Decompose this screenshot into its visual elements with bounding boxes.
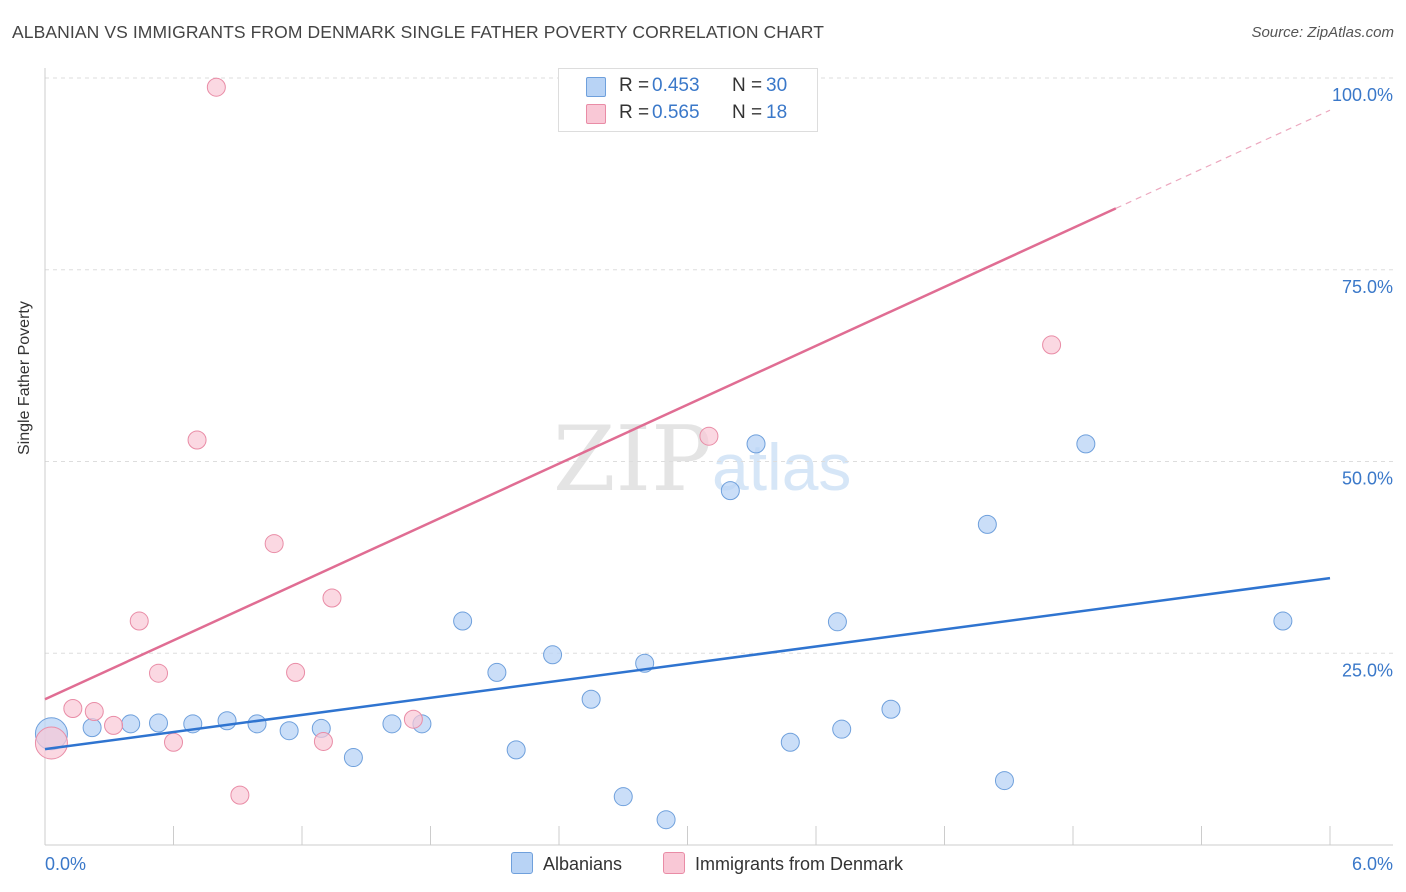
albanians-point xyxy=(656,810,676,830)
y-tick-label: 75.0% xyxy=(1342,277,1393,297)
denmark-point xyxy=(129,611,149,631)
legend-n-value: 18 xyxy=(766,102,788,123)
denmark-point xyxy=(84,702,104,722)
albanians-point xyxy=(720,481,740,501)
legend-r-label: R = xyxy=(619,102,650,123)
albanians-point xyxy=(832,719,852,739)
albanians-point xyxy=(217,711,237,731)
denmark-point xyxy=(403,709,423,729)
albanians-point xyxy=(543,645,563,665)
legend-r-label: R = xyxy=(619,75,650,96)
denmark-point xyxy=(313,731,333,751)
denmark-point xyxy=(264,534,284,554)
albanians-trend-line xyxy=(44,576,1331,751)
legend-n-label: N = xyxy=(732,75,763,96)
albanians-legend-label: Albanians xyxy=(543,854,623,874)
denmark-legend-label: Immigrants from Denmark xyxy=(695,854,904,874)
denmark-point xyxy=(699,426,719,446)
denmark-point xyxy=(34,726,68,760)
albanians-point xyxy=(343,748,363,768)
watermark-zip: ZIP xyxy=(553,407,712,512)
albanians-point xyxy=(613,787,633,807)
denmark-point xyxy=(1042,335,1062,355)
legend-n-label: N = xyxy=(732,102,763,123)
denmark-legend-swatch xyxy=(663,852,685,874)
albanians-point xyxy=(149,713,169,733)
source-label: Source: ZipAtlas.com xyxy=(1251,24,1394,41)
denmark-point xyxy=(322,588,342,608)
legend-n-value: 30 xyxy=(766,75,788,96)
legend-r-value: 0.565 xyxy=(652,102,700,123)
denmark-point xyxy=(286,662,306,682)
albanians-point xyxy=(506,740,526,760)
denmark-point xyxy=(63,698,83,718)
correlation-legend: R = 0.453 N = 30 R = 0.565 N = 18 xyxy=(558,68,818,132)
denmark-point xyxy=(230,785,250,805)
y-tick-label: 25.0% xyxy=(1342,660,1393,680)
albanians-point xyxy=(1273,611,1293,631)
denmark-trend-extension xyxy=(1115,109,1331,209)
denmark-point xyxy=(206,77,226,97)
denmark-point xyxy=(149,663,169,683)
bottom-legend-albanians: Albanians xyxy=(511,852,622,875)
albanians-point xyxy=(780,732,800,752)
albanians-point xyxy=(746,434,766,454)
albanians-point xyxy=(279,721,299,741)
y-tick-label: 100.0% xyxy=(1332,85,1393,105)
y-tick-label: 50.0% xyxy=(1342,469,1393,489)
denmark-point xyxy=(104,715,124,735)
albanians-point xyxy=(1076,434,1096,454)
albanians-point xyxy=(994,771,1014,791)
x-tick-label: 0.0% xyxy=(45,854,86,874)
albanians-point xyxy=(881,699,901,719)
bottom-legend-denmark: Immigrants from Denmark xyxy=(663,852,903,875)
albanians-point xyxy=(827,612,847,632)
denmark-trend-line xyxy=(44,207,1117,701)
legend-r-value: 0.453 xyxy=(652,75,700,96)
albanians-point xyxy=(247,714,267,734)
albanians-swatch xyxy=(586,77,606,97)
albanians-point xyxy=(382,714,402,734)
albanians-legend-swatch xyxy=(511,852,533,874)
denmark-point xyxy=(164,732,183,752)
albanians-point xyxy=(453,611,473,631)
albanians-point xyxy=(487,662,507,682)
denmark-point xyxy=(187,430,207,450)
albanians-point xyxy=(581,689,601,709)
albanians-point xyxy=(977,514,997,534)
albanians-point xyxy=(121,714,141,734)
chart-title: ALBANIAN VS IMMIGRANTS FROM DENMARK SING… xyxy=(12,22,824,42)
denmark-swatch xyxy=(586,104,606,124)
x-tick-label: 6.0% xyxy=(1352,854,1393,874)
albanians-point xyxy=(82,718,102,738)
